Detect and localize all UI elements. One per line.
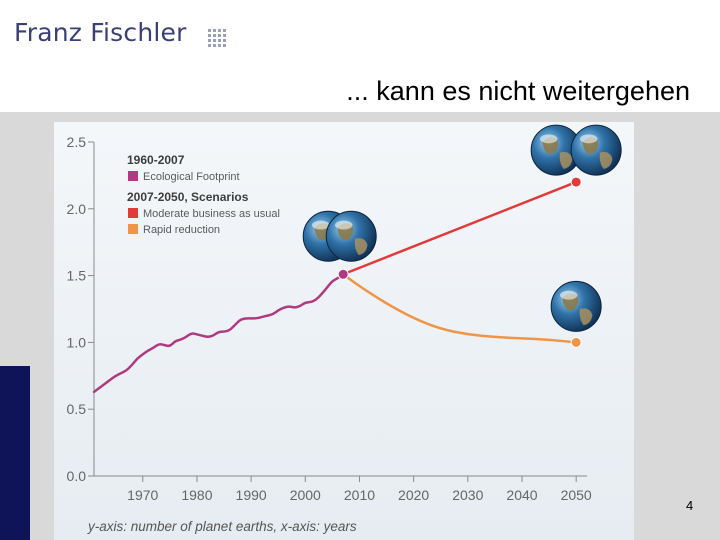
- globe-land: [599, 152, 613, 169]
- earth-globe-icon: [570, 124, 622, 176]
- globes: [302, 124, 622, 332]
- y-tick-label: 2.5: [67, 134, 87, 150]
- footprint-endpoint-marker: [337, 268, 349, 280]
- legend-item-moderate: Moderate business as usual: [143, 208, 280, 220]
- brand-name: Franz Fischler: [14, 18, 187, 47]
- rapid-reduction-line: [341, 273, 578, 344]
- legend-swatch-footprint: [128, 171, 138, 181]
- y-tick-label: 2.0: [67, 201, 87, 217]
- x-tick-label: 1970: [127, 487, 158, 503]
- legend-heading-historic: 1960-2007: [127, 153, 185, 167]
- legend-swatch-rapid: [128, 224, 138, 234]
- legend-heading-scenarios: 2007-2050, Scenarios: [127, 190, 249, 204]
- y-tick-label: 1.0: [67, 334, 87, 350]
- slide-title: ... kann es nicht weitergehen: [346, 76, 690, 106]
- globe-highlight: [579, 134, 598, 144]
- legend: 1960-2007 Ecological Footprint 2007-2050…: [127, 153, 280, 236]
- series: [92, 176, 582, 394]
- globe-land: [354, 238, 368, 256]
- x-tick-label: 2000: [290, 487, 321, 503]
- globe-highlight: [539, 134, 558, 144]
- globe-highlight: [334, 220, 353, 230]
- x-tick-label: 2020: [398, 487, 429, 503]
- y-tick-label: 0.0: [67, 468, 87, 484]
- x-tick-label: 2030: [452, 487, 483, 503]
- moderate-scenario-line: [341, 180, 578, 276]
- accent-bar: [0, 366, 30, 540]
- legend-item-rapid: Rapid reduction: [143, 224, 220, 236]
- rapid-endpoint-marker: [570, 336, 582, 348]
- legend-item-footprint: Ecological Footprint: [143, 171, 240, 183]
- globe-land: [559, 152, 573, 169]
- legend-swatch-moderate: [128, 208, 138, 218]
- chart-svg: 0.0 0.5 1.0 1.5 2.0 2.5 1970 1980 1990 2000 2010 2…: [54, 122, 634, 540]
- y-tick-label: 1.5: [67, 268, 87, 284]
- axes: [93, 142, 587, 477]
- moderate-endpoint-marker: [570, 176, 582, 188]
- y-tick-label: 0.5: [67, 401, 87, 417]
- x-tick-label: 1990: [236, 487, 267, 503]
- footprint-series-line: [92, 273, 345, 394]
- globe-highlight: [311, 220, 330, 230]
- chart-caption: y-axis: number of planet earths, x-axis:…: [87, 519, 357, 534]
- earth-globe-icon: [325, 210, 377, 262]
- globe-land: [579, 308, 593, 326]
- earth-globe-icon: [550, 280, 602, 332]
- page-number: 4: [686, 498, 694, 513]
- globe-highlight: [559, 290, 578, 300]
- x-tick-label: 2040: [506, 487, 537, 503]
- x-tick-label: 1980: [181, 487, 212, 503]
- y-axis-ticks: 0.0 0.5 1.0 1.5 2.0 2.5: [67, 134, 94, 484]
- x-tick-label: 2010: [344, 487, 375, 503]
- x-axis-ticks: 1970 1980 1990 2000 2010 2020 2030 2040 2050: [127, 476, 592, 503]
- x-tick-label: 2050: [561, 487, 592, 503]
- chart-background: [54, 122, 634, 540]
- franz-fischler-logo-icon: [208, 29, 226, 47]
- footprint-chart: 0.0 0.5 1.0 1.5 2.0 2.5 1970 1980 1990 2000 2010 2…: [54, 122, 634, 540]
